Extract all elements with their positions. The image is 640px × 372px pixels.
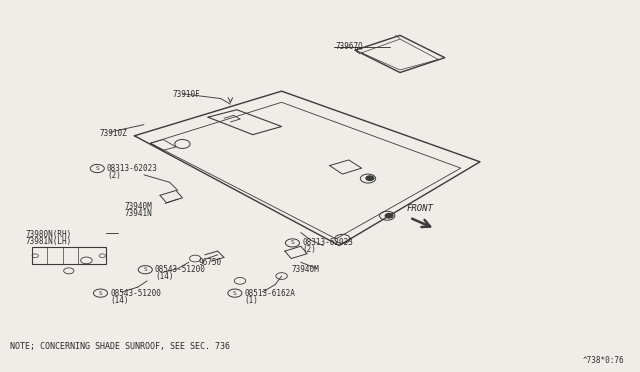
Text: 73940M: 73940M [291,265,319,274]
Text: 73967Q: 73967Q [336,42,364,51]
Text: (2): (2) [107,171,121,180]
Circle shape [366,176,374,180]
Text: 08313-62023: 08313-62023 [107,164,157,173]
Text: 08543-51200: 08543-51200 [155,265,205,274]
Text: 73980N(RH): 73980N(RH) [26,230,72,239]
Text: (14): (14) [155,272,173,281]
Text: FRONT: FRONT [406,204,433,213]
Text: ^738*0:76: ^738*0:76 [582,356,624,365]
Text: (14): (14) [110,296,129,305]
Text: 73910F: 73910F [173,90,200,99]
Text: S: S [143,267,147,272]
Text: 73941N: 73941N [125,209,152,218]
Text: S: S [99,291,102,296]
Text: 96750: 96750 [198,258,221,267]
Text: 08543-51200: 08543-51200 [110,289,161,298]
Text: S: S [233,291,237,296]
Text: 73940M: 73940M [125,202,152,211]
Text: S: S [95,166,99,171]
Text: (1): (1) [244,296,259,305]
Text: (2): (2) [302,246,316,254]
Text: NOTE; CONCERNING SHADE SUNROOF, SEE SEC. 736: NOTE; CONCERNING SHADE SUNROOF, SEE SEC.… [10,342,230,351]
Text: S: S [291,240,294,246]
Circle shape [385,214,393,218]
Text: 73981N(LH): 73981N(LH) [26,237,72,246]
Bar [32,247,106,264]
Text: 08313-62023: 08313-62023 [302,238,353,247]
Text: 73910Z: 73910Z [99,129,127,138]
Text: 08513-6162A: 08513-6162A [244,289,295,298]
